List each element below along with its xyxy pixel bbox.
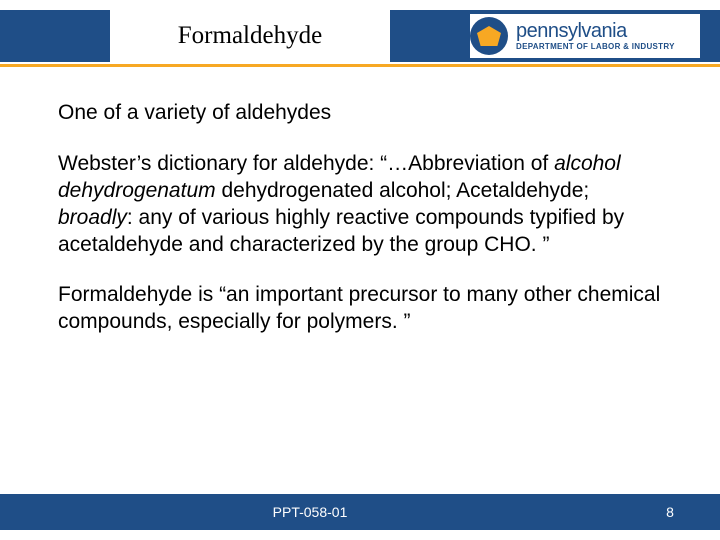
footer-right: 8 bbox=[620, 494, 720, 530]
logo-sub-text: DEPARTMENT OF LABOR & INDUSTRY bbox=[516, 43, 675, 51]
footer-code: PPT-058-01 bbox=[273, 504, 348, 520]
slide-title: Formaldehyde bbox=[178, 22, 322, 50]
keystone-seal-icon bbox=[470, 17, 508, 55]
keystone-icon bbox=[477, 26, 501, 46]
page-number: 8 bbox=[666, 504, 674, 520]
paragraph-2: Webster’s dictionary for aldehyde: “…Abb… bbox=[58, 151, 668, 259]
paragraph-3: Formaldehyde is “an important precursor … bbox=[58, 282, 668, 336]
title-box: Formaldehyde bbox=[110, 10, 390, 62]
p2-mid: dehydrogenated alcohol; Acetaldehyde; bbox=[216, 179, 590, 202]
footer-left: PPT-058-01 bbox=[0, 494, 620, 530]
accent-line bbox=[0, 64, 720, 67]
p2-tail: : any of various highly reactive compoun… bbox=[58, 206, 624, 256]
slide: Formaldehyde pennsylvania DEPARTMENT OF … bbox=[0, 0, 720, 540]
p2-italic-2: broadly bbox=[58, 206, 127, 229]
logo-text: pennsylvania DEPARTMENT OF LABOR & INDUS… bbox=[516, 21, 675, 51]
p2-lead: Webster’s dictionary for aldehyde: “…Abb… bbox=[58, 152, 554, 175]
footer-bar: PPT-058-01 8 bbox=[0, 494, 720, 530]
logo-area: pennsylvania DEPARTMENT OF LABOR & INDUS… bbox=[470, 14, 700, 58]
body-text-area: One of a variety of aldehydes Webster’s … bbox=[58, 100, 668, 360]
paragraph-1: One of a variety of aldehydes bbox=[58, 100, 668, 127]
logo-main-text: pennsylvania bbox=[516, 21, 675, 41]
